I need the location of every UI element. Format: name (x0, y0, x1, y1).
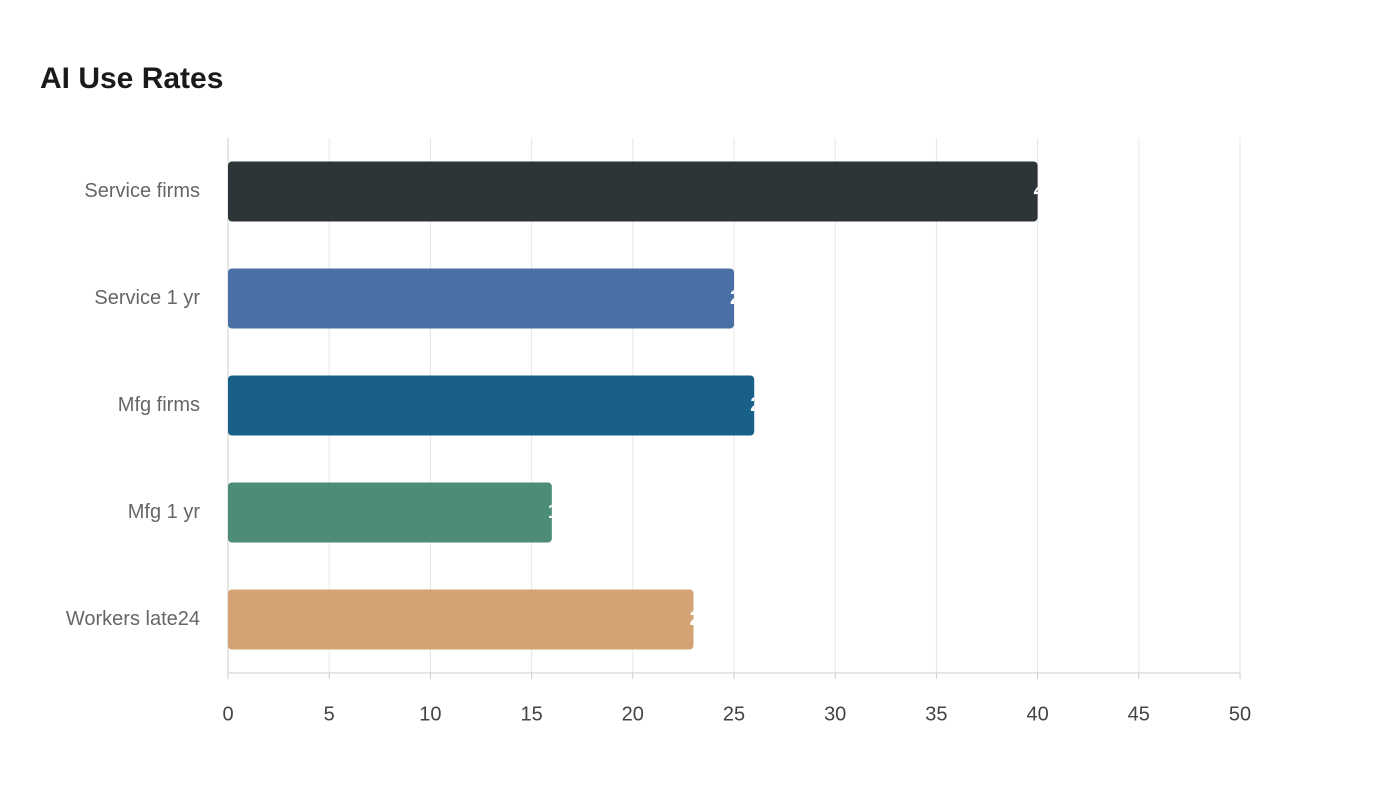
chart-title: AI Use Rates (40, 62, 223, 95)
y-tick-label: Workers late24 (66, 608, 200, 630)
x-tick-label: 25 (723, 703, 745, 725)
x-tick-label: 45 (1128, 703, 1150, 725)
x-tick-label: 15 (520, 703, 542, 725)
value-label: 16 (548, 501, 570, 523)
x-tick-label: 20 (622, 703, 644, 725)
value-label: 23 (690, 608, 712, 630)
value-label: 40 (1034, 180, 1056, 202)
y-tick-label: Service 1 yr (94, 287, 200, 309)
x-tick-label: 35 (925, 703, 947, 725)
value-label: 25 (730, 287, 752, 309)
x-tick-label: 10 (419, 703, 441, 725)
x-tick-label: 5 (324, 703, 335, 725)
y-tick-label: Service firms (84, 180, 200, 202)
bar (228, 375, 755, 436)
bar (228, 482, 552, 543)
bar (228, 589, 694, 650)
x-tick-label: 40 (1026, 703, 1048, 725)
x-tick-label: 0 (222, 703, 233, 725)
y-tick-label: Mfg 1 yr (128, 501, 201, 523)
bar (228, 161, 1038, 222)
x-tick-label: 30 (824, 703, 846, 725)
value-label: 26 (750, 394, 772, 416)
bar (228, 268, 734, 329)
y-tick-label: Mfg firms (118, 394, 200, 416)
x-tick-label: 50 (1229, 703, 1251, 725)
